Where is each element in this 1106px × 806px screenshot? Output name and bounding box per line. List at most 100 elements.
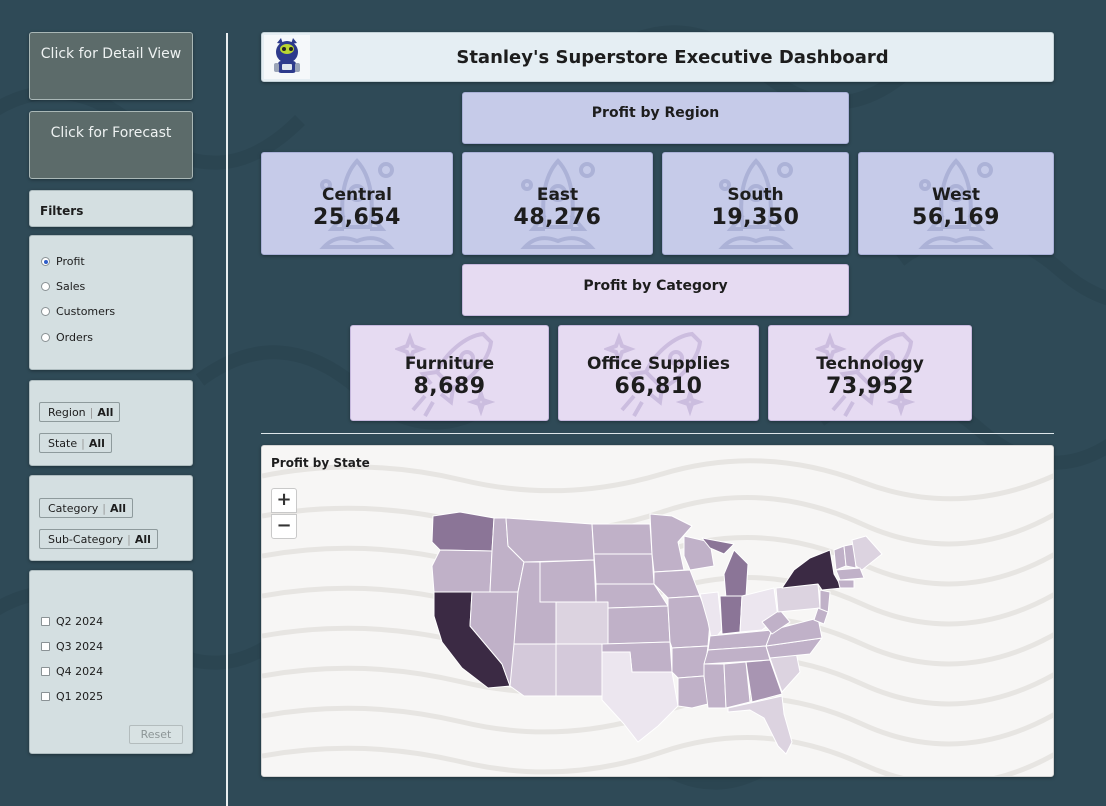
region-section-title: Profit by Region [462, 92, 849, 144]
product-filters: Category | All Sub-Category | All [29, 475, 193, 561]
sidebar-divider [226, 33, 228, 806]
radio-icon[interactable] [41, 333, 50, 342]
zoom-in-button[interactable]: + [271, 488, 297, 513]
state-virginia[interactable] [765, 617, 823, 647]
us-state-map [431, 511, 883, 755]
checkbox-icon[interactable] [41, 692, 50, 701]
state-west-virginia[interactable] [761, 609, 791, 635]
checkbox-icon[interactable] [41, 667, 50, 676]
category-value: 73,952 [826, 374, 914, 399]
state-new-jersey[interactable] [819, 589, 831, 615]
forecast-button[interactable]: Click for Forecast [29, 111, 193, 179]
category-filter-label: Category [48, 501, 99, 515]
state-michigan-upper[interactable] [701, 537, 735, 555]
state-oregon[interactable] [431, 549, 493, 593]
quarter-label: Q1 2025 [56, 690, 104, 703]
region-label: East [536, 185, 579, 205]
state-wyoming[interactable] [539, 559, 597, 603]
state-filter-button[interactable]: State | All [39, 433, 112, 453]
state-texas[interactable] [601, 651, 679, 743]
rocket-icon [319, 158, 395, 249]
state-south-dakota[interactable] [593, 553, 655, 585]
category-label: Technology [816, 354, 924, 374]
state-montana[interactable] [505, 517, 595, 563]
quarter-option[interactable]: Q2 2024 [41, 615, 103, 628]
subcategory-filter-value: All [134, 532, 151, 546]
quarter-label: Q4 2024 [56, 665, 104, 678]
dashboard-header: Stanley's Superstore Executive Dashboard [261, 32, 1054, 82]
category-filter-button[interactable]: Category | All [39, 498, 134, 518]
region-filter-button[interactable]: Region | All [39, 402, 121, 422]
state-florida[interactable] [727, 695, 793, 755]
region-label: West [932, 185, 980, 205]
radio-icon[interactable] [41, 282, 50, 291]
profit-by-state-map-panel: Profit by State + − [261, 445, 1054, 777]
measure-option-sales[interactable]: Sales [41, 280, 85, 293]
state-georgia[interactable] [745, 659, 783, 703]
quarter-label: Q2 2024 [56, 615, 104, 628]
measure-option-label: Profit [56, 255, 85, 268]
state-new-mexico[interactable] [555, 643, 603, 697]
state-filter-value: All [88, 436, 105, 450]
category-filter-value: All [109, 501, 127, 515]
rocket-icon [519, 158, 596, 249]
measure-option-customers[interactable]: Customers [41, 305, 115, 318]
state-filter-label: State [48, 436, 78, 450]
state-michigan[interactable] [723, 549, 749, 599]
measure-selector: Profit Sales Customers Orders [29, 235, 193, 370]
region-card-south: South 19,350 [662, 152, 849, 255]
state-massachusetts[interactable] [835, 567, 865, 581]
geography-filters: Region | All State | All [29, 380, 193, 466]
category-value: 66,810 [614, 374, 703, 399]
region-card-west: West 56,169 [858, 152, 1054, 255]
category-card-furniture: Furniture 8,689 [350, 325, 549, 421]
state-maine[interactable] [851, 535, 883, 571]
reset-button[interactable]: Reset [129, 725, 183, 744]
state-alabama[interactable] [723, 661, 751, 709]
radio-selected-icon[interactable] [41, 257, 50, 266]
quarter-option[interactable]: Q4 2024 [41, 665, 103, 678]
state-colorado[interactable] [555, 601, 609, 645]
state-arkansas[interactable] [671, 645, 709, 679]
region-value: 48,276 [513, 205, 602, 230]
category-card-technology: Technology 73,952 [768, 325, 972, 421]
checkbox-icon[interactable] [41, 617, 50, 626]
filters-header: Filters [29, 190, 193, 227]
zoom-out-button[interactable]: − [271, 514, 297, 539]
measure-option-orders[interactable]: Orders [41, 331, 93, 344]
quarter-option[interactable]: Q3 2024 [41, 640, 103, 653]
state-louisiana[interactable] [677, 675, 709, 709]
state-iowa[interactable] [653, 569, 701, 599]
region-card-east: East 48,276 [462, 152, 653, 255]
state-connecticut[interactable] [837, 579, 855, 589]
state-maryland[interactable] [813, 607, 829, 625]
checkbox-icon[interactable] [41, 642, 50, 651]
measure-option-label: Sales [56, 280, 86, 293]
category-value: 8,689 [413, 374, 486, 399]
state-minnesota[interactable] [649, 513, 693, 573]
state-kansas[interactable] [607, 605, 671, 645]
state-north-dakota[interactable] [591, 523, 653, 555]
filters-title: Filters [40, 204, 84, 218]
detail-view-button[interactable]: Click for Detail View [29, 32, 193, 100]
page-title: Stanley's Superstore Executive Dashboard [456, 47, 889, 68]
region-value: 19,350 [711, 205, 800, 230]
mascot-logo-icon [264, 35, 310, 79]
category-label: Office Supplies [587, 354, 730, 374]
subcategory-filter-label: Sub-Category [48, 532, 124, 546]
region-filter-value: All [97, 405, 114, 419]
subcategory-filter-button[interactable]: Sub-Category | All [39, 529, 158, 549]
measure-option-profit[interactable]: Profit [41, 255, 85, 268]
state-new-york[interactable] [781, 549, 843, 591]
quarter-label: Q3 2024 [56, 640, 104, 653]
measure-option-label: Customers [56, 305, 116, 318]
rocket-icon [603, 331, 704, 417]
state-washington[interactable] [431, 511, 495, 552]
state-indiana[interactable] [719, 595, 743, 635]
quarter-filter: Q2 2024 Q3 2024 Q4 2024 Q1 2025 Reset [29, 570, 193, 754]
map-title: Profit by State [271, 456, 370, 470]
state-mississippi[interactable] [703, 663, 727, 709]
state-arizona[interactable] [509, 643, 557, 697]
radio-icon[interactable] [41, 307, 50, 316]
quarter-option[interactable]: Q1 2025 [41, 690, 103, 703]
